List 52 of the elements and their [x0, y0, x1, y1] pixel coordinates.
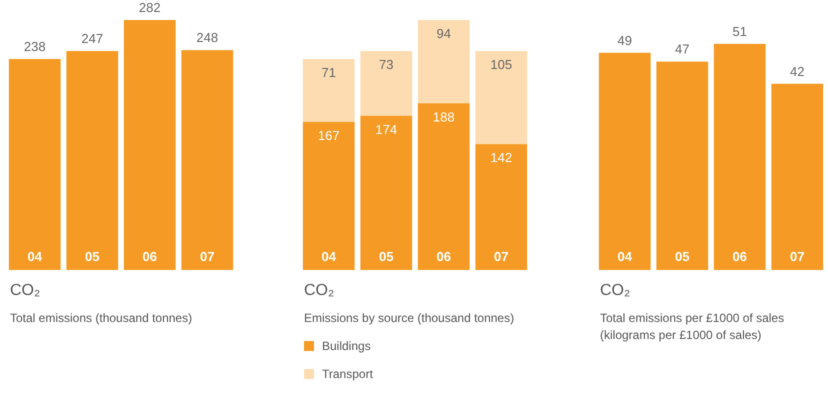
x-tick-label: 05: [85, 249, 100, 264]
bar: [302, 58, 355, 122]
data-label: 238: [24, 39, 46, 54]
data-label: 282: [138, 0, 161, 16]
legend-label: Buildings: [322, 339, 371, 353]
data-label: 247: [81, 31, 104, 46]
x-tick-label: 06: [732, 249, 747, 264]
bar: [656, 62, 708, 270]
text: CO₂: [600, 282, 632, 300]
bar: [302, 122, 355, 270]
bar: [475, 50, 528, 144]
data-label: 188: [432, 109, 455, 124]
bar: [714, 44, 766, 270]
text: Total emissions (thousand tonnes): [10, 310, 194, 327]
x-tick-label: 06: [142, 249, 157, 264]
bar: [124, 20, 176, 270]
data-label: 105: [490, 57, 512, 72]
data-label: 51: [732, 24, 747, 39]
x-tick-label: 07: [200, 249, 214, 264]
x-tick-label: 06: [436, 249, 451, 264]
data-label: 47: [675, 42, 690, 57]
x-tick-label: 07: [494, 249, 508, 264]
data-label: 73: [379, 57, 394, 72]
x-tick-label: 04: [28, 249, 43, 264]
x-tick-label: 07: [790, 249, 804, 264]
bar: [8, 58, 61, 270]
legend-label: Transport: [322, 367, 373, 381]
data-label: 71: [322, 65, 336, 80]
x-tick-label: 04: [618, 249, 633, 264]
bar: [418, 103, 470, 270]
x-tick-label: 05: [379, 249, 394, 264]
bar: [181, 50, 234, 270]
data-label: 49: [618, 32, 632, 48]
data-label: 174: [375, 122, 398, 137]
text: Total emissions per £1000 of sales (kilograms per £1000 of sales): [600, 310, 786, 344]
data-label: 94: [436, 26, 451, 42]
text: CO₂: [10, 282, 42, 300]
x-tick-label: 04: [322, 249, 337, 264]
bar: [66, 50, 118, 270]
bar: [771, 84, 824, 270]
bar: [475, 144, 528, 270]
text: Emissions by source (thousand tonnes): [304, 310, 516, 327]
x-tick-label: 05: [675, 249, 690, 264]
bar: [360, 50, 412, 116]
bar: [418, 20, 470, 104]
data-label: 142: [490, 150, 512, 166]
text: CO₂: [304, 282, 336, 300]
bar: [598, 52, 651, 270]
data-label: 42: [790, 64, 804, 79]
bar: [360, 116, 412, 270]
data-label: 248: [196, 30, 218, 46]
data-label: 167: [318, 128, 340, 144]
